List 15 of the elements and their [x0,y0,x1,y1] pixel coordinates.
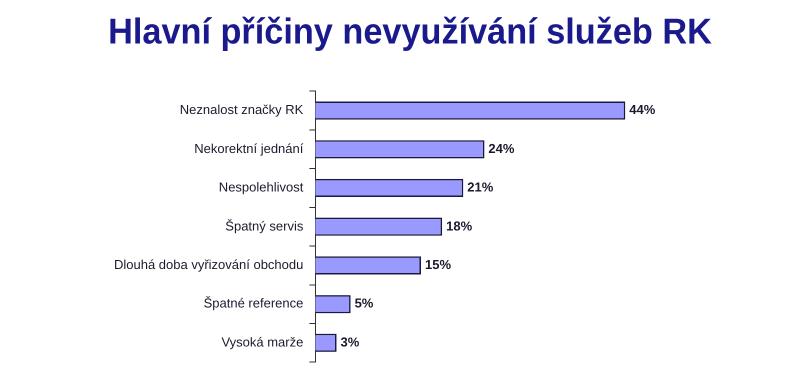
y-tick-label: Dlouhá doba vyřizování obchodu [114,256,304,272]
y-tick-label: Vysoká marže [221,334,304,350]
y-tick-label: Špatný servis [225,218,304,234]
data-label: 18% [446,218,473,234]
data-label: 15% [424,256,452,272]
y-tick-label: Špatné reference [204,296,304,311]
data-label: 3% [340,334,360,350]
data-label: 44% [629,102,656,118]
y-tick-label: Neznalost značky RK [180,102,304,118]
y-tick-label: Nespolehlivost [218,180,304,195]
chart-title: Hlavní příčiny nevyužívání služeb RK [108,12,712,52]
data-label: 21% [467,180,494,195]
y-tick-label: Nekorektní jednání [194,140,304,156]
data-label: 5% [354,296,374,311]
data-label: 24% [488,140,515,156]
